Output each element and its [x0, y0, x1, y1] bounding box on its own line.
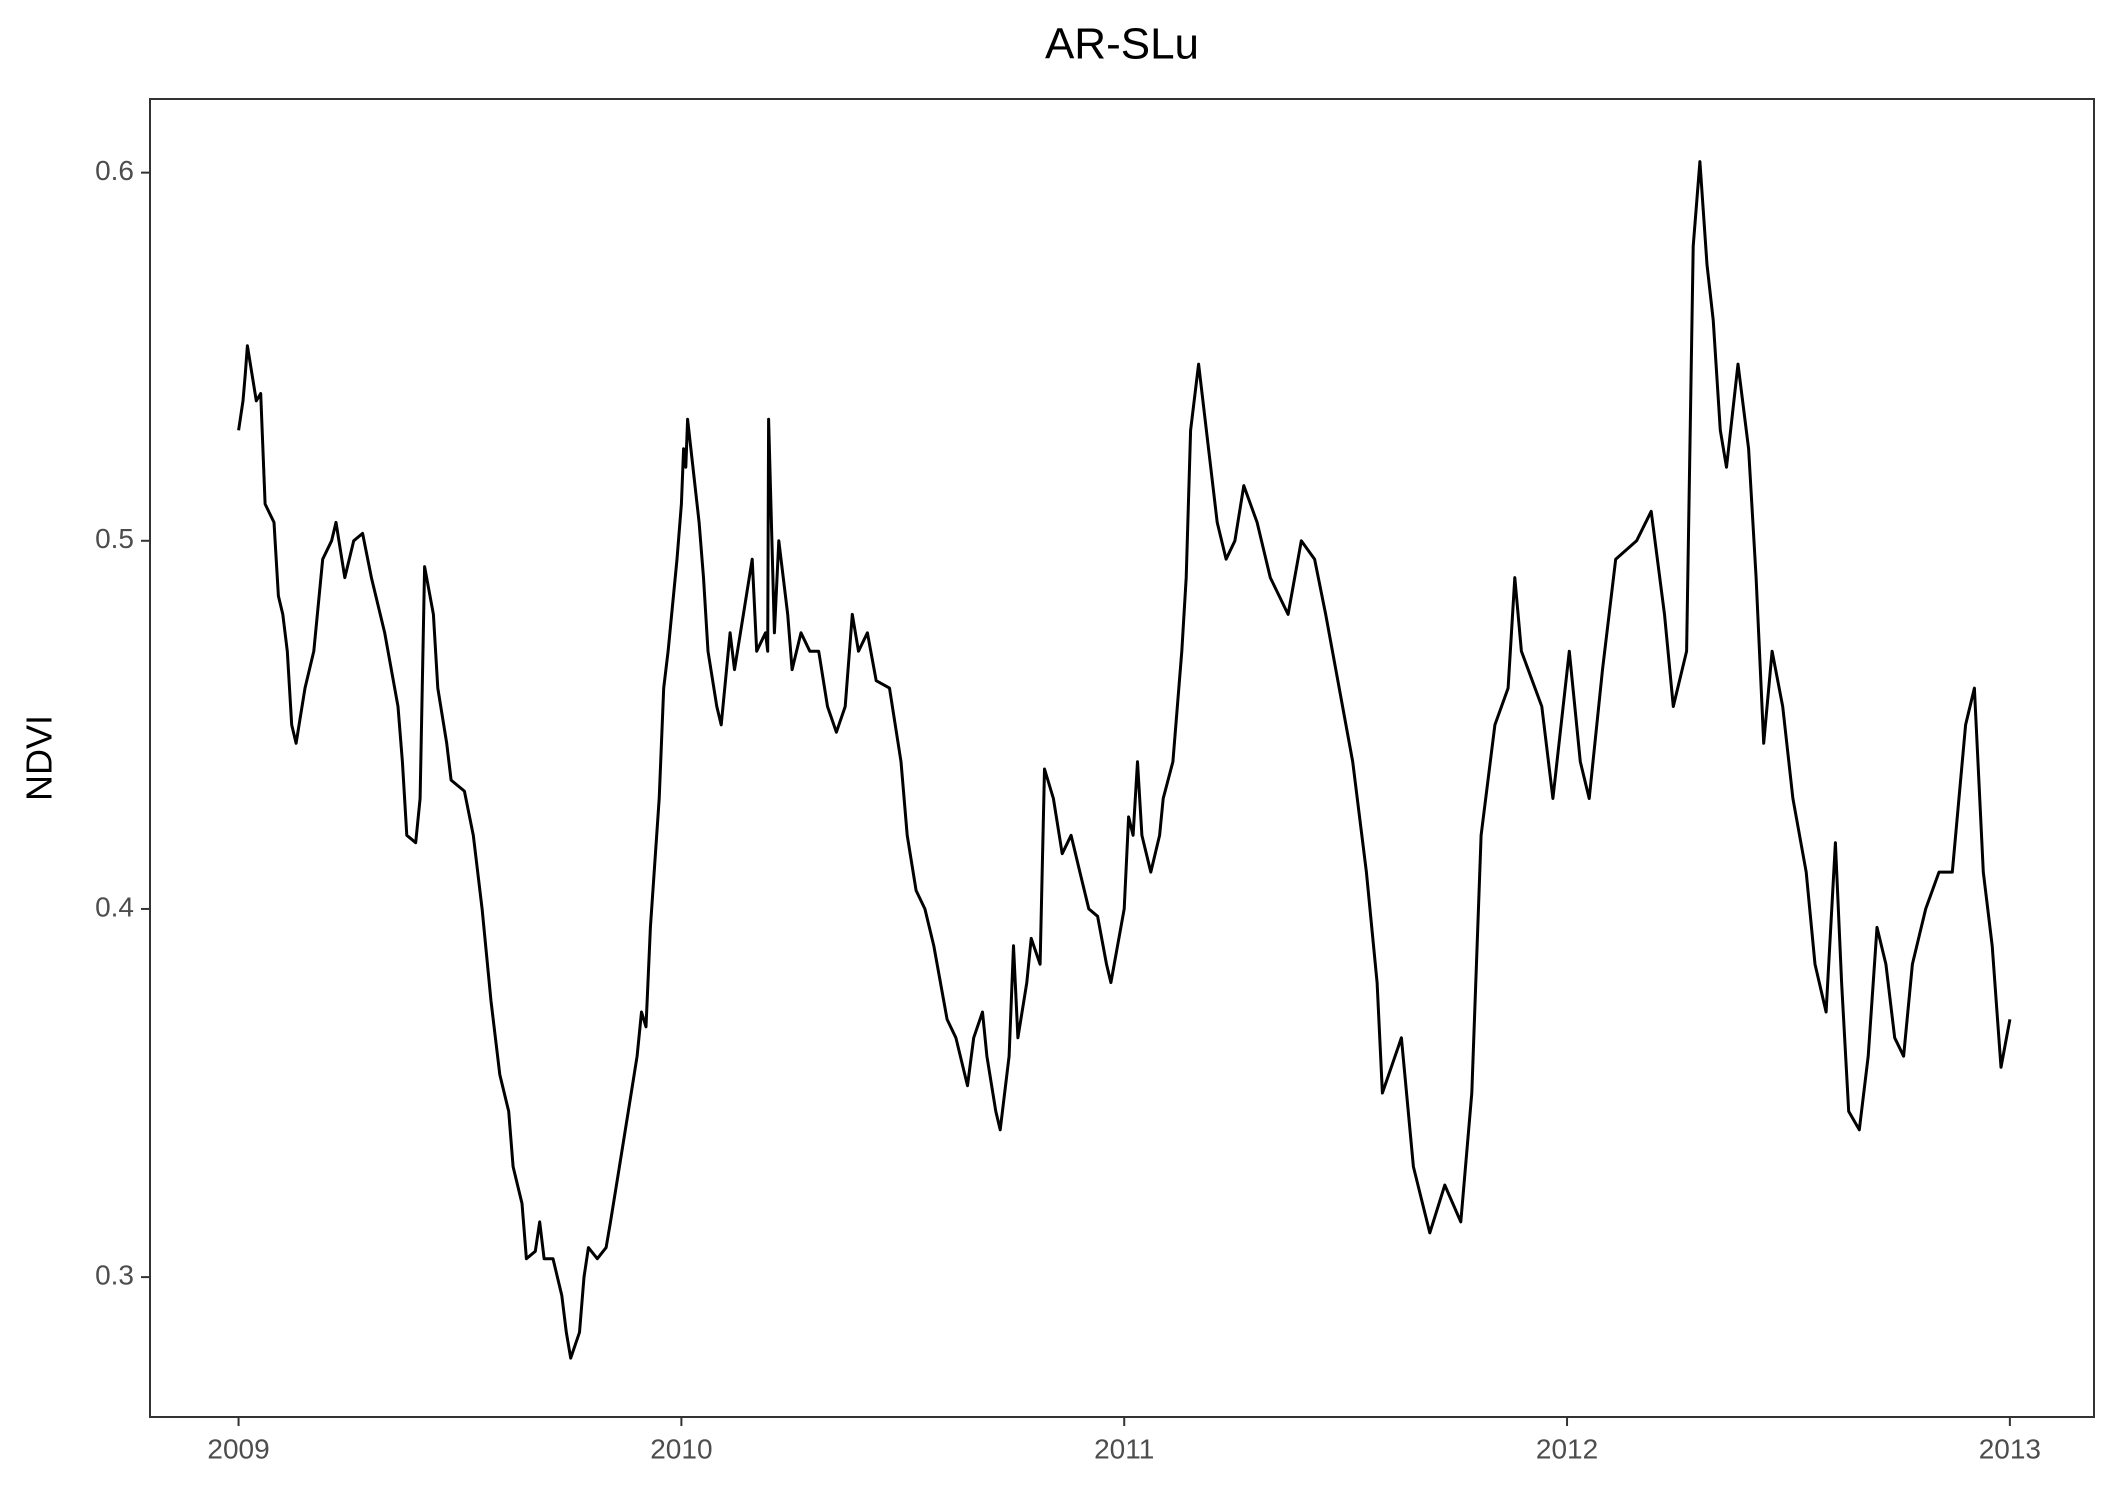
y-tick-label: 0.3: [95, 1259, 134, 1290]
x-tick-label: 2013: [1979, 1433, 2041, 1464]
y-tick-label: 0.4: [95, 891, 134, 922]
data-line: [237, 160, 2012, 1360]
y-tick-label: 0.5: [95, 523, 134, 554]
y-tick-label: 0.6: [95, 155, 134, 186]
x-tick-label: 2010: [650, 1433, 712, 1464]
plot-frame: [149, 98, 2095, 1418]
y-axis-label: NDVI: [19, 715, 60, 801]
chart-title: AR-SLu: [1045, 20, 1199, 69]
x-tick-label: 2011: [1094, 1433, 1154, 1464]
x-tick-label: 2012: [1536, 1433, 1598, 1464]
x-tick-label: 2009: [207, 1433, 269, 1464]
